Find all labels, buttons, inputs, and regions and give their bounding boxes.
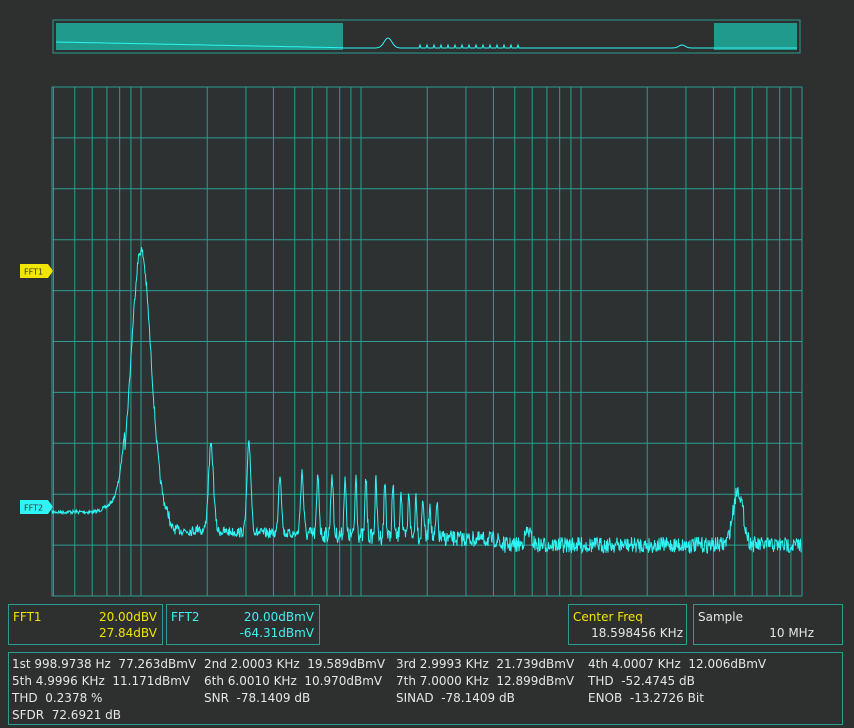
display: FFT1 FFT2 <box>20 19 803 597</box>
measurement: SFDR 72.6921 dB <box>12 708 122 722</box>
measurement: 1st 998.9738 Hz 77.263dBmV <box>12 657 197 671</box>
offset: -64.31dBmV <box>239 626 314 640</box>
measurement: 2nd 2.0003 KHz 19.589dBmV <box>204 657 386 671</box>
offset: 27.84dBV <box>98 626 157 640</box>
label: Sample <box>698 610 743 624</box>
measurement: 6th 6.0010 KHz 10.970dBmV <box>204 674 383 688</box>
label: FFT1 <box>13 610 42 624</box>
overview-line <box>56 37 797 49</box>
measurement: SNR -78.1409 dB <box>204 691 311 705</box>
fft1-marker-label: FFT1 <box>24 268 43 277</box>
fft1-marker <box>20 264 53 278</box>
fft2-marker <box>20 500 53 514</box>
label: Center Freq <box>573 610 643 624</box>
overview-right-shade <box>714 23 797 50</box>
measurement: SINAD -78.1409 dB <box>396 691 515 705</box>
fft2-panel[interactable]: FFT2 20.00dBmV -64.31dBmV <box>166 604 320 645</box>
measurement: THD 0.2378 % <box>12 691 103 705</box>
center-freq-panel[interactable]: Center Freq 18.598456 KHz <box>568 604 687 645</box>
overview-trace <box>56 37 797 49</box>
overview-left-shade <box>56 23 343 50</box>
fft2-marker-label: FFT2 <box>24 504 43 513</box>
measurements-panel: 1st 998.9738 Hz 77.263dBmV 2nd 2.0003 KHz… <box>8 652 843 725</box>
scale: 20.00dBV <box>98 610 157 624</box>
fft1-panel[interactable]: FFT1 20.00dBV 27.84dBV <box>8 604 163 645</box>
measurement: 5th 4.9996 KHz 11.171dBmV <box>12 674 191 688</box>
spectrum-trace <box>51 247 802 555</box>
measurement: 4th 4.0007 KHz 12.006dBmV <box>588 657 767 671</box>
sample-panel[interactable]: Sample 10 MHz <box>693 604 843 645</box>
scale: 20.00dBmV <box>243 610 314 624</box>
value: 10 MHz <box>769 626 814 640</box>
value: 18.598456 KHz <box>591 626 683 640</box>
measurement: 7th 7.0000 KHz 12.899dBmV <box>396 674 575 688</box>
measurement: THD -52.4745 dB <box>588 674 695 688</box>
measurement: ENOB -13.2726 Bit <box>588 691 704 705</box>
label: FFT2 <box>171 610 200 624</box>
measurement: 3rd 2.9993 KHz 21.739dBmV <box>396 657 575 671</box>
grid <box>52 87 802 596</box>
